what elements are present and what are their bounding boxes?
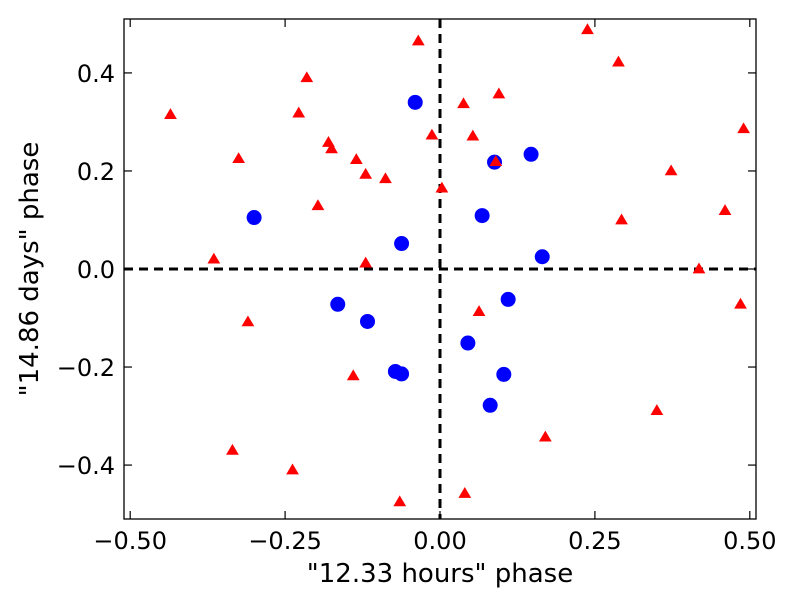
triangle-point <box>393 495 407 507</box>
triangle-point <box>241 315 255 327</box>
y-tick-label: 0.0 <box>77 256 115 284</box>
triangle-point <box>737 122 750 134</box>
triangle-point <box>292 106 306 118</box>
circle-point <box>500 291 516 307</box>
triangle-point <box>411 34 425 46</box>
x-tick-label: 0.50 <box>723 527 776 555</box>
x-tick-label: 0.00 <box>413 527 466 555</box>
circle-point <box>460 335 476 351</box>
circle-point <box>360 313 376 329</box>
reference-lines <box>124 19 756 519</box>
y-tick-label: −0.2 <box>57 354 115 382</box>
circle-point <box>394 236 410 252</box>
triangle-point <box>359 256 373 268</box>
triangle-point <box>612 55 625 67</box>
triangle-point <box>650 404 664 416</box>
triangle-point <box>207 252 221 264</box>
triangle-point <box>232 152 246 164</box>
triangle-point <box>325 142 338 154</box>
circle-point <box>496 366 512 382</box>
triangle-point <box>359 167 373 179</box>
triangle-point <box>664 164 678 176</box>
triangle-point <box>615 213 628 225</box>
triangle-point <box>692 262 706 274</box>
y-tick-label: −0.4 <box>57 452 115 480</box>
triangle-point <box>164 108 177 119</box>
triangle-point <box>466 129 480 141</box>
triangle-point <box>300 71 314 83</box>
y-tick-label: 0.4 <box>77 60 115 88</box>
triangle-point <box>489 155 503 166</box>
x-tick-label: −0.50 <box>93 527 167 555</box>
x-tick-label: 0.25 <box>568 527 621 555</box>
y-tick-label: 0.2 <box>77 158 115 186</box>
circle-point <box>330 296 346 312</box>
triangle-point <box>346 369 360 381</box>
triangle-point <box>286 463 299 475</box>
circle-point <box>482 397 498 413</box>
triangle-point <box>718 204 732 216</box>
triangle-point <box>311 199 325 211</box>
triangle-point <box>458 487 472 498</box>
x-tick-label: −0.25 <box>248 527 322 555</box>
y-axis-label: "14.86 days" phase <box>15 142 45 397</box>
axis-ticks: −0.50 −0.25 0.00 0.25 0.50 −0.4 −0.2 0.0 0.2 0.4 <box>57 19 777 555</box>
triangle-point <box>734 297 747 309</box>
circle-point <box>534 249 550 265</box>
triangle-point <box>379 172 392 184</box>
data-points <box>164 23 750 507</box>
triangle-point <box>472 305 486 316</box>
triangle-point <box>349 153 363 165</box>
circle-point <box>407 94 423 110</box>
triangle-point <box>492 87 506 99</box>
triangle-point <box>425 128 439 140</box>
triangle-point <box>581 23 594 35</box>
circle-point <box>474 208 490 224</box>
triangle-point <box>457 97 470 109</box>
triangle-point <box>538 430 552 442</box>
x-axis-label: "12.33 hours" phase <box>307 559 573 589</box>
circle-point <box>523 146 539 162</box>
triangle-point <box>226 443 239 455</box>
circle-point <box>394 366 410 382</box>
triangle-point <box>435 181 449 193</box>
circle-point <box>246 210 262 226</box>
